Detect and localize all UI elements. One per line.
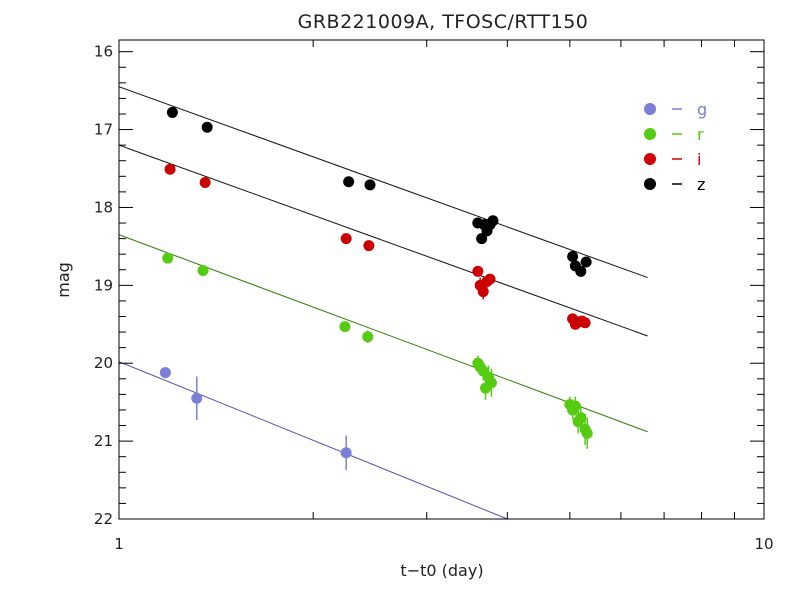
point-i-0 <box>164 163 176 175</box>
point-z-13 <box>580 256 592 268</box>
point-r-9 <box>485 377 497 389</box>
point-i-2 <box>340 233 352 245</box>
point-z-5 <box>476 233 488 245</box>
legend-marker-i <box>644 153 656 165</box>
point-i-3 <box>363 240 375 252</box>
point-r-3 <box>362 331 374 343</box>
point-r-1 <box>197 265 209 277</box>
y-tick-label: 18 <box>94 198 113 216</box>
point-r-12 <box>569 400 581 412</box>
point-g-2 <box>340 447 352 459</box>
legend-label-r: r <box>697 125 704 144</box>
axis-ticks <box>118 40 765 520</box>
point-i-6 <box>477 286 489 298</box>
y-tick-label: 22 <box>94 510 113 528</box>
point-z-2 <box>343 176 355 188</box>
point-z-1 <box>201 121 213 133</box>
y-tick-label: 21 <box>94 432 113 450</box>
point-g-1 <box>191 392 203 404</box>
point-z-0 <box>166 106 178 118</box>
x-tick-label: 10 <box>754 535 773 553</box>
x-tick-label: 1 <box>114 535 124 553</box>
y-tick-label: 17 <box>94 121 113 139</box>
point-r-0 <box>162 252 174 264</box>
point-z-12 <box>575 265 587 277</box>
point-i-4 <box>472 265 484 277</box>
legend-marker-z <box>644 178 656 190</box>
fit-line-i <box>119 144 648 337</box>
plot-frame <box>118 39 765 520</box>
point-r-16 <box>581 427 593 439</box>
legend-label-g: g <box>697 100 707 119</box>
point-z-9 <box>487 215 499 227</box>
point-i-1 <box>199 177 211 189</box>
legend-marker-r <box>644 128 656 140</box>
x-axis-label: t−t0 (day) <box>400 561 483 580</box>
legend-marker-g <box>644 103 656 115</box>
point-z-10 <box>567 251 579 263</box>
point-i-13 <box>579 317 591 329</box>
point-r-14 <box>575 412 587 424</box>
fit-line-g <box>119 361 508 519</box>
fit-line-z <box>119 86 648 279</box>
point-g-0 <box>159 367 171 379</box>
chart-title: GRB221009A, TFOSC/RTT150 <box>298 11 589 33</box>
y-tick-label: 19 <box>94 276 113 294</box>
point-r-2 <box>339 321 351 333</box>
legend-label-z: z <box>697 175 705 194</box>
point-z-3 <box>364 179 376 191</box>
fit-lines <box>119 86 648 519</box>
point-i-8 <box>484 273 496 285</box>
y-tick-labels: 16 17 18 19 20 21 22 <box>94 43 113 528</box>
y-tick-label: 16 <box>94 43 113 61</box>
legend-label-i: i <box>697 150 701 169</box>
y-tick-label: 20 <box>94 354 113 372</box>
data-points <box>159 106 593 470</box>
y-axis-label: mag <box>54 262 73 298</box>
x-tick-labels: 1 10 <box>114 535 773 553</box>
